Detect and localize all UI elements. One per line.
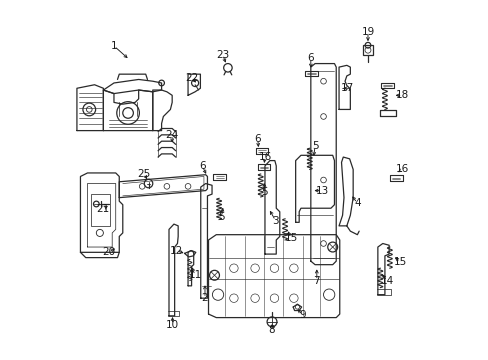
Text: 10: 10 (165, 320, 179, 330)
Text: 23: 23 (216, 50, 229, 60)
Text: 17: 17 (340, 83, 353, 93)
Text: 11: 11 (188, 270, 202, 280)
Bar (362, 45, 372, 55)
Text: 7: 7 (313, 275, 320, 285)
Text: 8: 8 (268, 325, 275, 335)
Text: 4: 4 (353, 198, 360, 208)
Text: 15: 15 (284, 233, 297, 243)
Text: 15: 15 (393, 257, 406, 267)
Text: 22: 22 (184, 73, 198, 83)
Text: 16: 16 (395, 165, 408, 174)
Text: 6: 6 (199, 161, 205, 171)
Text: 5: 5 (311, 141, 318, 152)
Text: 5: 5 (218, 212, 224, 222)
Text: 9: 9 (299, 310, 305, 320)
Text: 14: 14 (380, 275, 393, 285)
Text: 19: 19 (361, 27, 374, 37)
Text: 6: 6 (254, 134, 261, 144)
Text: 24: 24 (165, 130, 179, 140)
Text: 21: 21 (96, 204, 109, 214)
Text: 12: 12 (170, 246, 183, 256)
Text: 2: 2 (201, 293, 208, 303)
Text: 18: 18 (395, 90, 408, 100)
Text: 5: 5 (261, 187, 268, 197)
Text: 20: 20 (102, 247, 115, 257)
Text: 6: 6 (307, 53, 313, 63)
Text: 25: 25 (137, 168, 150, 179)
Text: 1: 1 (110, 41, 117, 51)
Text: 3: 3 (272, 216, 278, 226)
Bar (91, 194, 110, 226)
Text: 13: 13 (315, 186, 328, 195)
Text: 16: 16 (258, 152, 271, 162)
